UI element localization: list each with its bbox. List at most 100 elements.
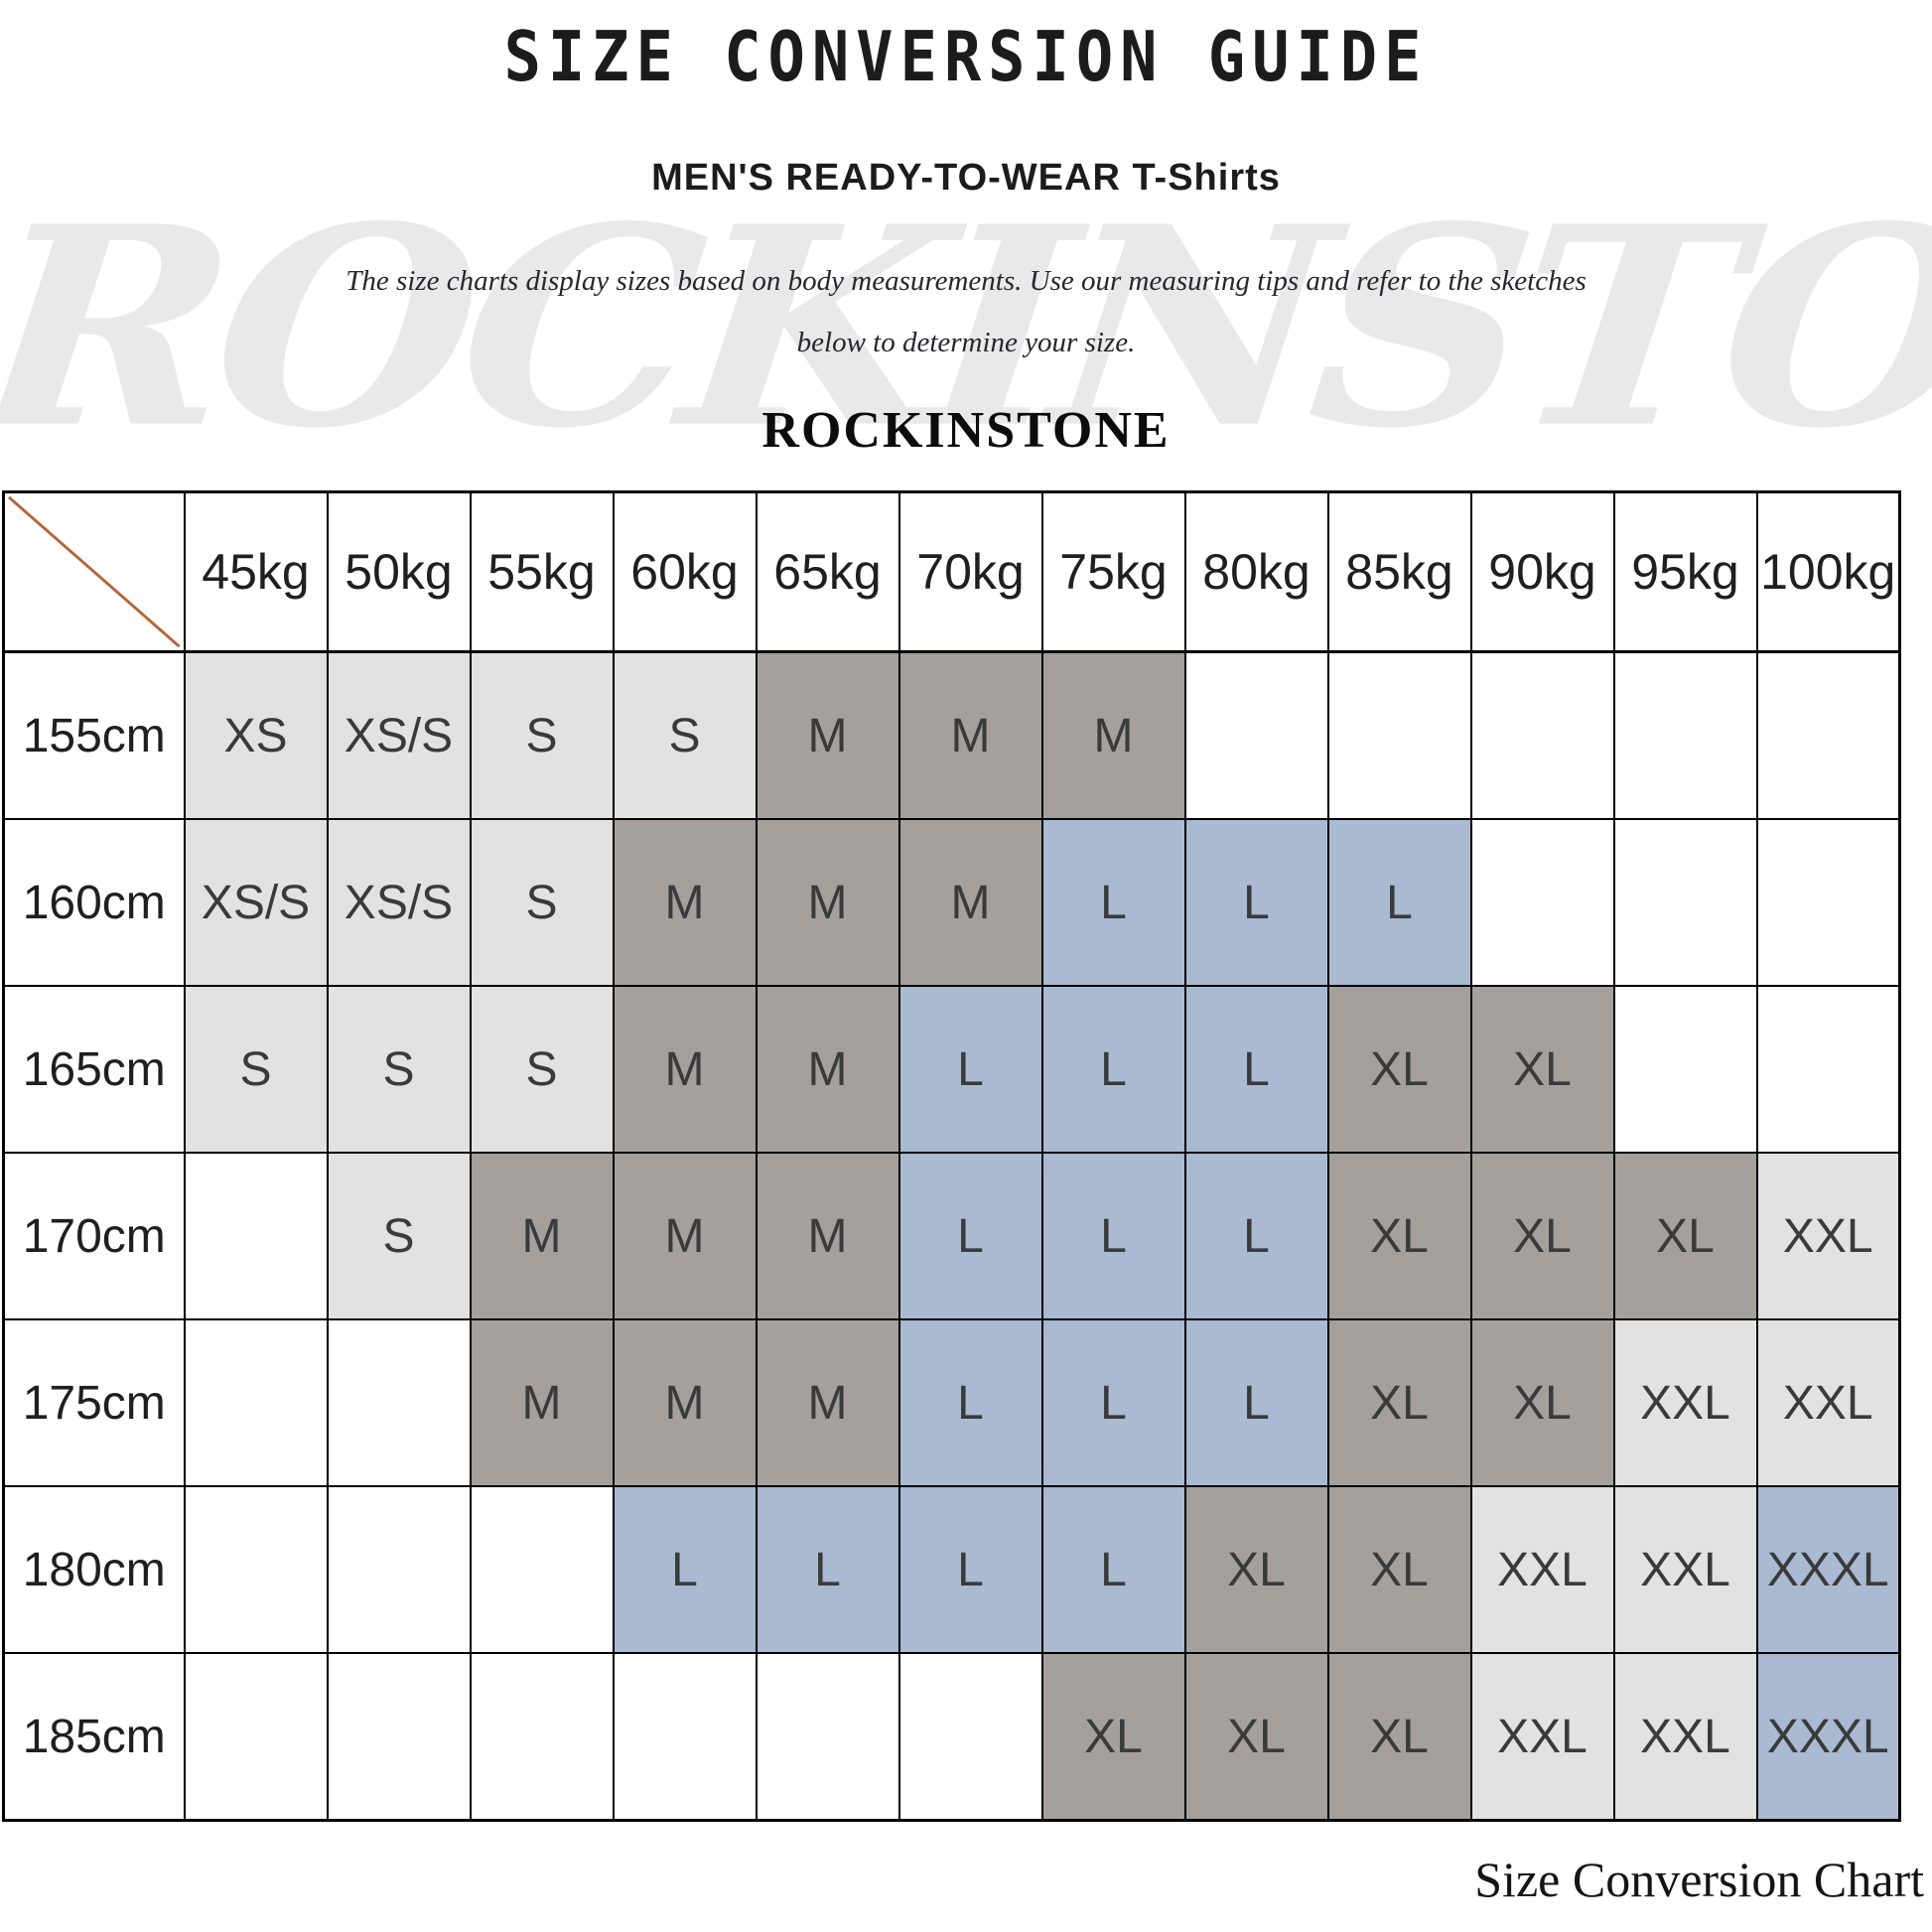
size-cell-170cm-95kg: XL xyxy=(1612,1152,1758,1320)
page-title: SIZE CONVERSION GUIDE xyxy=(503,16,1429,97)
size-cell-185cm-90kg: XXL xyxy=(1469,1652,1615,1822)
table-row-165cm: 165cm S S S M M L L L XL XL xyxy=(2,985,1901,1154)
size-cell-155cm-60kg: S xyxy=(612,650,758,820)
col-header-100kg: 100kg xyxy=(1755,490,1901,653)
size-cell-185cm-65kg xyxy=(755,1652,900,1822)
col-header-45kg: 45kg xyxy=(183,490,329,653)
size-cell-155cm-90kg xyxy=(1469,650,1615,820)
description-line1: The size charts display sizes based on b… xyxy=(345,265,1587,297)
size-cell-180cm-80kg: XL xyxy=(1183,1485,1329,1654)
size-cell-160cm-80kg: L xyxy=(1183,818,1329,987)
size-cell-175cm-85kg: XL xyxy=(1326,1318,1472,1487)
table-row-160cm: 160cm XS/S XS/S S M M M L L L xyxy=(2,818,1901,987)
size-cell-155cm-55kg: S xyxy=(469,650,615,820)
row-label-175cm: 175cm xyxy=(2,1318,186,1487)
size-cell-170cm-75kg: L xyxy=(1040,1152,1186,1320)
size-cell-160cm-95kg xyxy=(1612,818,1758,987)
size-cell-175cm-90kg: XL xyxy=(1469,1318,1615,1487)
size-cell-165cm-55kg: S xyxy=(469,985,615,1154)
size-cell-185cm-95kg: XXL xyxy=(1612,1652,1758,1822)
size-cell-180cm-55kg xyxy=(469,1485,615,1654)
size-cell-175cm-100kg: XXL xyxy=(1755,1318,1901,1487)
size-cell-170cm-85kg: XL xyxy=(1326,1152,1472,1320)
diagonal-header-cell xyxy=(2,490,186,653)
size-cell-170cm-60kg: M xyxy=(612,1152,758,1320)
size-cell-170cm-50kg: S xyxy=(326,1152,472,1320)
size-cell-175cm-45kg xyxy=(183,1318,329,1487)
table-row-175cm: 175cm M M M L L L XL XL XXL XXL xyxy=(2,1318,1901,1487)
size-cell-165cm-85kg: XL xyxy=(1326,985,1472,1154)
size-cell-165cm-80kg: L xyxy=(1183,985,1329,1154)
row-label-170cm: 170cm xyxy=(2,1152,186,1320)
size-cell-165cm-45kg: S xyxy=(183,985,329,1154)
brand-name: ROCKINSTONE xyxy=(761,402,1171,459)
description-line2: below to determine your size. xyxy=(796,327,1136,358)
size-cell-170cm-100kg: XXL xyxy=(1755,1152,1901,1320)
size-cell-170cm-80kg: L xyxy=(1183,1152,1329,1320)
table-row-170cm: 170cm S M M M L L L XL XL XL XXL xyxy=(2,1152,1901,1320)
size-cell-180cm-50kg xyxy=(326,1485,472,1654)
col-header-70kg: 70kg xyxy=(897,490,1043,653)
size-cell-170cm-65kg: M xyxy=(755,1152,900,1320)
header-row: 45kg 50kg 55kg 60kg 65kg 70kg 75kg 80kg 85kg 90kg… xyxy=(2,490,1901,653)
size-cell-160cm-70kg: M xyxy=(897,818,1043,987)
col-header-65kg: 65kg xyxy=(755,490,900,653)
size-cell-170cm-70kg: L xyxy=(897,1152,1043,1320)
col-header-75kg: 75kg xyxy=(1040,490,1186,653)
size-cell-185cm-80kg: XL xyxy=(1183,1652,1329,1822)
size-cell-170cm-45kg xyxy=(183,1152,329,1320)
size-cell-180cm-90kg: XXL xyxy=(1469,1485,1615,1654)
size-cell-170cm-90kg: XL xyxy=(1469,1152,1615,1320)
size-cell-180cm-75kg: L xyxy=(1040,1485,1186,1654)
col-header-90kg: 90kg xyxy=(1469,490,1615,653)
size-table: 45kg 50kg 55kg 60kg 65kg 70kg 75kg 80kg 85kg 90kg… xyxy=(2,490,1901,1822)
col-header-50kg: 50kg xyxy=(326,490,472,653)
col-header-60kg: 60kg xyxy=(612,490,758,653)
size-cell-165cm-95kg xyxy=(1612,985,1758,1154)
size-cell-155cm-70kg: M xyxy=(897,650,1043,820)
table-row-180cm: 180cm L L L L XL XL XXL XXL XXXL xyxy=(2,1485,1901,1654)
size-cell-165cm-65kg: M xyxy=(755,985,900,1154)
row-label-180cm: 180cm xyxy=(2,1485,186,1654)
size-cell-175cm-55kg: M xyxy=(469,1318,615,1487)
size-cell-160cm-50kg: XS/S xyxy=(326,818,472,987)
table-row-155cm: 155cm XS XS/S S S M M M xyxy=(2,650,1901,820)
size-cell-175cm-70kg: L xyxy=(897,1318,1043,1487)
size-cell-180cm-70kg: L xyxy=(897,1485,1043,1654)
size-cell-155cm-85kg xyxy=(1326,650,1472,820)
row-label-160cm: 160cm xyxy=(2,818,186,987)
size-cell-175cm-60kg: M xyxy=(612,1318,758,1487)
size-cell-185cm-50kg xyxy=(326,1652,472,1822)
size-cell-175cm-75kg: L xyxy=(1040,1318,1186,1487)
col-header-80kg: 80kg xyxy=(1183,490,1329,653)
size-cell-155cm-95kg xyxy=(1612,650,1758,820)
size-cell-175cm-80kg: L xyxy=(1183,1318,1329,1487)
col-header-55kg: 55kg xyxy=(469,490,615,653)
size-cell-165cm-50kg: S xyxy=(326,985,472,1154)
size-cell-175cm-95kg: XXL xyxy=(1612,1318,1758,1487)
size-cell-175cm-65kg: M xyxy=(755,1318,900,1487)
chart-caption: Size Conversion Chart xyxy=(1474,1852,1924,1907)
size-cell-185cm-55kg xyxy=(469,1652,615,1822)
col-header-85kg: 85kg xyxy=(1326,490,1472,653)
size-cell-165cm-100kg xyxy=(1755,985,1901,1154)
size-cell-160cm-90kg xyxy=(1469,818,1615,987)
size-cell-180cm-95kg: XXL xyxy=(1612,1485,1758,1654)
size-cell-165cm-60kg: M xyxy=(612,985,758,1154)
size-cell-185cm-70kg xyxy=(897,1652,1043,1822)
size-cell-180cm-65kg: L xyxy=(755,1485,900,1654)
size-cell-185cm-60kg xyxy=(612,1652,758,1822)
size-cell-180cm-60kg: L xyxy=(612,1485,758,1654)
size-cell-160cm-75kg: L xyxy=(1040,818,1186,987)
size-cell-185cm-75kg: XL xyxy=(1040,1652,1186,1822)
row-label-185cm: 185cm xyxy=(2,1652,186,1822)
size-cell-155cm-50kg: XS/S xyxy=(326,650,472,820)
size-cell-160cm-85kg: L xyxy=(1326,818,1472,987)
size-cell-170cm-55kg: M xyxy=(469,1152,615,1320)
size-cell-175cm-50kg xyxy=(326,1318,472,1487)
size-cell-185cm-85kg: XL xyxy=(1326,1652,1472,1822)
size-cell-180cm-100kg: XXXL xyxy=(1755,1485,1901,1654)
size-cell-160cm-45kg: XS/S xyxy=(183,818,329,987)
subtitle: MEN'S READY-TO-WEAR T-Shirts xyxy=(651,157,1281,199)
row-label-165cm: 165cm xyxy=(2,985,186,1154)
